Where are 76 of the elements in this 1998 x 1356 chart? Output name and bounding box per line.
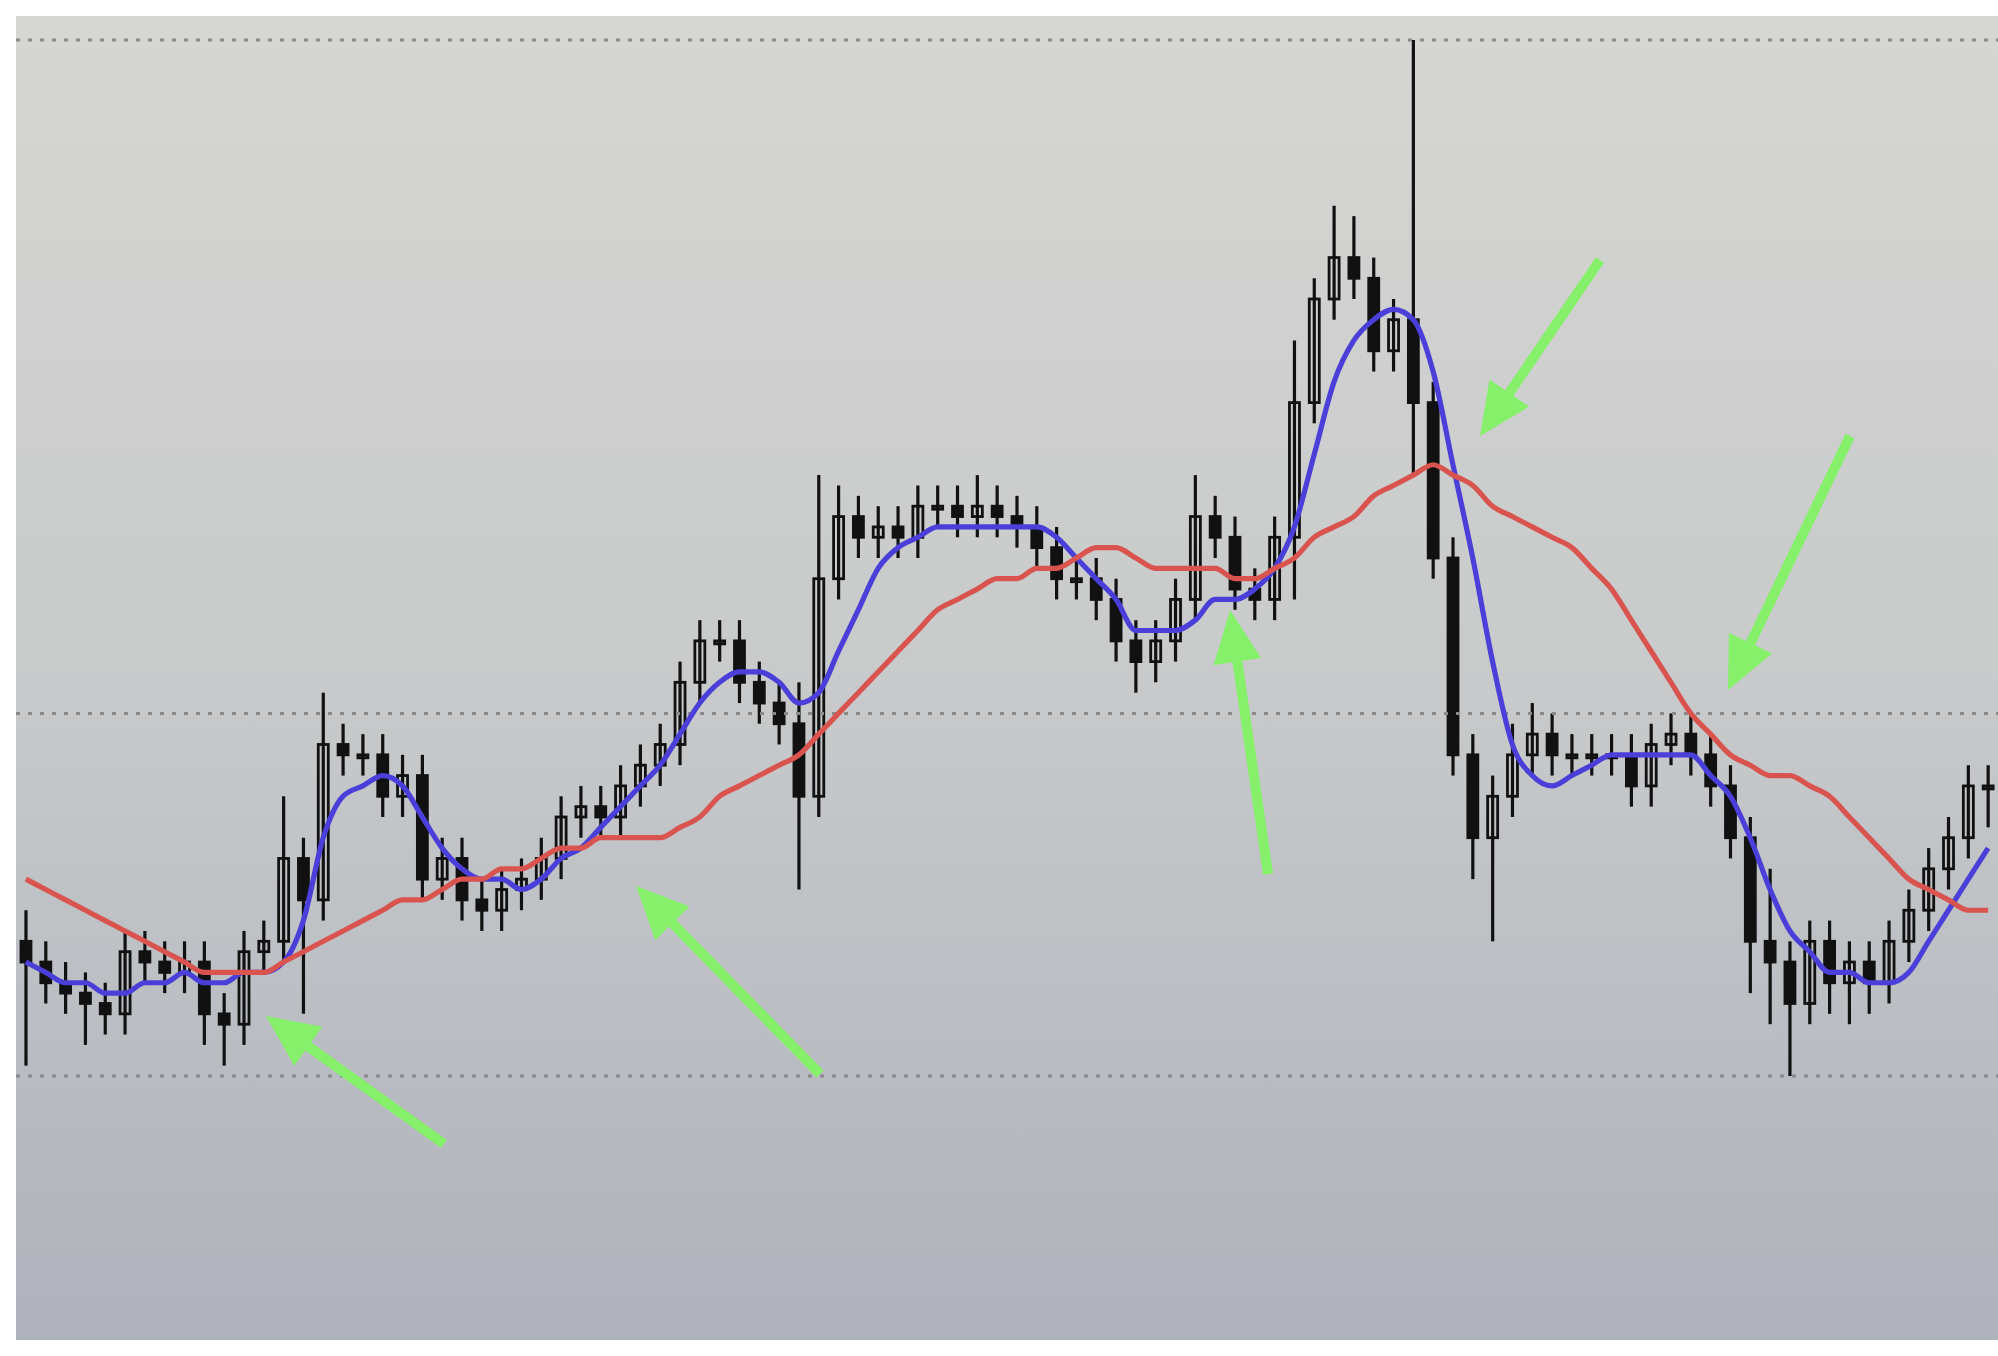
candlestick [217,991,231,1068]
candlestick [1981,763,1995,829]
candlestick [1664,711,1678,767]
candlestick [614,763,627,840]
candlestick [633,742,647,809]
candlestick [435,836,449,902]
candlestick [1961,763,1975,861]
candlestick [951,483,964,539]
candlestick [673,660,687,767]
candlestick [1585,732,1599,778]
candlestick [277,794,291,964]
candlestick [1288,338,1301,602]
candlestick [297,836,310,1016]
candlestick [1188,473,1202,622]
candlestick [19,908,33,1068]
candlestick [495,867,509,933]
candlestick [1506,722,1519,819]
candlestick [1486,773,1500,943]
candlestick [713,618,727,664]
candlestick [1525,701,1539,778]
candlestick [158,939,172,995]
candlestick [1843,939,1856,1026]
candlestick [1387,297,1400,374]
candlestick [138,929,152,985]
candlestick [515,856,528,912]
candlestick [574,784,588,840]
candlestick [554,794,568,881]
candlestick [1783,939,1797,1076]
candlestick [98,981,112,1037]
candlestick [871,504,885,560]
candlestick [594,784,608,840]
candlestick [356,732,370,778]
candlestick [931,483,945,529]
candlestick [376,732,390,819]
candlestick [1327,204,1341,322]
candlestick [1902,887,1916,964]
candlestick [316,691,330,923]
candlestick [1208,494,1222,560]
candlestick [178,939,191,995]
candlestick [1347,214,1361,301]
candlestick [752,660,766,726]
candlestick [237,929,251,1047]
candlestick [1882,919,1896,1006]
candlestick [1307,276,1321,425]
candlestick [832,483,845,602]
candlestick [1644,722,1658,809]
candlestick [1268,514,1282,622]
candlestick [1545,711,1559,778]
candlestick [970,473,984,539]
candlestick [1803,919,1817,1026]
candlestick [772,680,786,747]
candlestick [257,919,271,974]
candlestick [653,722,667,788]
candlestick [1565,732,1579,778]
candlestick [911,483,925,560]
candlestick [1605,732,1618,778]
candlestick [79,970,92,1047]
candlestick [812,473,826,819]
candlestick [1149,618,1163,684]
candlestick [1070,556,1083,602]
candlestick [1763,867,1777,1026]
candlestick [852,494,865,560]
candlestick [693,618,707,705]
candlestick [1169,577,1182,664]
candlestick [475,877,489,933]
candlestick [336,722,350,778]
candlestick [1624,732,1638,809]
candlestick [1942,815,1955,892]
candlestick [534,836,548,902]
candlestick [118,929,132,1037]
candlestick [1129,618,1143,695]
candlestick [891,504,905,560]
candlestick [1922,846,1936,933]
candlestick [396,753,409,819]
candlestick [733,618,746,705]
candlestick [990,483,1004,539]
